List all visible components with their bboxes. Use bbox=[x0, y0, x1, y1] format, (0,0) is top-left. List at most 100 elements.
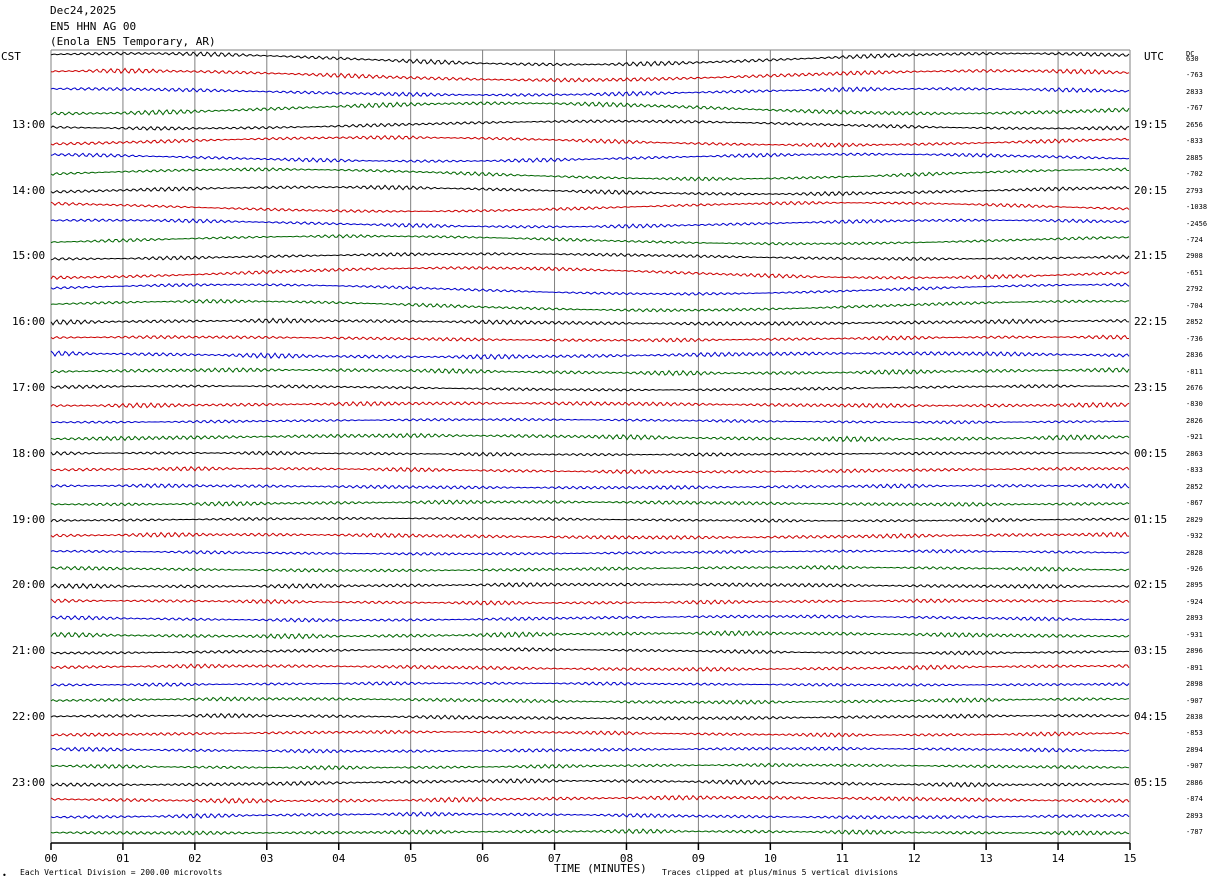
trace-10 bbox=[50, 200, 1130, 214]
dc-offset-label: 2893 bbox=[1186, 811, 1203, 820]
left-hour-label: 21:00 bbox=[12, 644, 46, 658]
trace-27 bbox=[50, 482, 1130, 490]
left-hour-label: 15:00 bbox=[12, 249, 46, 263]
dc-offset-label: -651 bbox=[1186, 268, 1203, 277]
trace-23 bbox=[50, 417, 1130, 425]
trace-12 bbox=[50, 233, 1130, 246]
dc-offset-label: -833 bbox=[1186, 466, 1203, 475]
x-tick-label-15: 15 bbox=[1123, 852, 1136, 865]
dc-offset-label: 2793 bbox=[1186, 186, 1203, 195]
trace-3 bbox=[50, 86, 1130, 98]
left-hour-label: 19:00 bbox=[12, 512, 46, 526]
trace-39 bbox=[50, 681, 1130, 687]
dc-offset-label: -736 bbox=[1186, 334, 1203, 343]
right-hour-label: 02:15 bbox=[1134, 578, 1168, 592]
dc-offset-label: 2792 bbox=[1186, 285, 1203, 294]
trace-42 bbox=[50, 729, 1130, 738]
dc-offset-label: -924 bbox=[1186, 597, 1203, 606]
x-tick-label-0: 00 bbox=[44, 852, 57, 865]
x-tick-label-12: 12 bbox=[908, 852, 921, 865]
date-title: Dec24,2025 bbox=[50, 4, 117, 17]
dc-offset-label: 2833 bbox=[1186, 87, 1203, 96]
trace-22 bbox=[50, 400, 1130, 409]
dc-offset-label: 2829 bbox=[1186, 515, 1203, 524]
dc-offset-label: 2838 bbox=[1186, 713, 1203, 721]
trace-40 bbox=[50, 696, 1130, 705]
dc-offset-label: -907 bbox=[1186, 762, 1203, 771]
scale-note: Each Vertical Division = 200.00 microvol… bbox=[20, 868, 223, 877]
dc-column-header: DC bbox=[1186, 50, 1195, 58]
trace-19 bbox=[50, 350, 1130, 361]
left-hour-label: 13:00 bbox=[12, 117, 46, 131]
trace-14 bbox=[50, 266, 1130, 281]
dc-offset-label: 2656 bbox=[1186, 120, 1203, 129]
right-hour-label: 01:15 bbox=[1134, 512, 1168, 526]
dc-offset-label: 2852 bbox=[1186, 482, 1203, 491]
dc-offset-label: -853 bbox=[1186, 729, 1203, 738]
dc-offset-label: 2895 bbox=[1186, 581, 1203, 590]
trace-44 bbox=[50, 762, 1130, 771]
trace-2 bbox=[50, 67, 1130, 83]
right-hour-label: 03:15 bbox=[1134, 644, 1168, 658]
right-hour-label: 00:15 bbox=[1134, 446, 1168, 460]
x-tick-label-7: 07 bbox=[548, 852, 561, 865]
trace-16 bbox=[50, 298, 1130, 313]
dc-offset-label: -932 bbox=[1186, 532, 1203, 541]
dc-offset-label: 2908 bbox=[1186, 252, 1203, 261]
trace-21 bbox=[50, 383, 1130, 392]
trace-45 bbox=[50, 777, 1130, 788]
left-hour-label: 22:00 bbox=[12, 710, 46, 723]
station-title: (Enola EN5 Temporary, AR) bbox=[50, 35, 216, 48]
trace-35 bbox=[50, 614, 1130, 623]
x-tick-label-4: 04 bbox=[332, 852, 346, 865]
x-tick-label-13: 13 bbox=[980, 852, 993, 865]
left-hour-label: 14:00 bbox=[12, 183, 46, 197]
dc-offset-label: -767 bbox=[1186, 104, 1203, 113]
dc-offset-label: 2828 bbox=[1186, 548, 1203, 557]
channel-title: EN5 HHN AG 00 bbox=[50, 20, 137, 33]
trace-7 bbox=[50, 152, 1130, 164]
left-hour-label: 17:00 bbox=[12, 381, 46, 394]
trace-25 bbox=[50, 450, 1130, 457]
dc-offset-label: -704 bbox=[1186, 301, 1203, 310]
left-hour-label: 16:00 bbox=[12, 315, 46, 329]
left-hour-label: 23:00 bbox=[12, 775, 46, 789]
dc-offset-label: 2826 bbox=[1186, 416, 1203, 425]
x-tick-label-8: 08 bbox=[620, 852, 633, 865]
dc-offset-label: -702 bbox=[1186, 170, 1203, 179]
trace-28 bbox=[50, 499, 1130, 507]
trace-33 bbox=[50, 581, 1130, 590]
dc-offset-label: 630 bbox=[1186, 55, 1199, 63]
right-hour-label: 23:15 bbox=[1134, 381, 1168, 394]
corner-mark: • bbox=[2, 871, 7, 880]
dc-offset-label: -1038 bbox=[1186, 203, 1208, 212]
x-axis: 00 01 02 03 04 05 06 07 08 09 10 11 12 13 14 15 bbox=[44, 842, 1137, 865]
trace-1 bbox=[50, 51, 1130, 67]
trace-9 bbox=[50, 184, 1130, 197]
trace-47 bbox=[50, 811, 1130, 820]
trace-4 bbox=[50, 101, 1130, 116]
trace-30 bbox=[50, 531, 1130, 541]
x-axis-title: TIME (MINUTES) bbox=[554, 862, 647, 875]
right-hour-label: 05:15 bbox=[1134, 775, 1168, 789]
dc-offset-label: 2676 bbox=[1186, 384, 1203, 392]
x-tick-label-11: 11 bbox=[836, 852, 849, 865]
dc-offset-label: 2896 bbox=[1186, 647, 1203, 656]
left-hour-label: 20:00 bbox=[12, 578, 46, 592]
trace-18 bbox=[50, 334, 1130, 343]
trace-34 bbox=[50, 598, 1130, 606]
clip-note: Traces clipped at plus/minus 5 vertical … bbox=[662, 868, 899, 877]
dc-offset-label: 2886 bbox=[1186, 778, 1203, 787]
dc-offset-label: -763 bbox=[1186, 71, 1203, 80]
trace-11 bbox=[50, 218, 1130, 229]
dc-offset-label: -931 bbox=[1186, 630, 1203, 639]
dc-offset-label: -891 bbox=[1186, 663, 1203, 672]
right-timezone-label: UTC bbox=[1144, 50, 1164, 63]
x-tick-label-3: 03 bbox=[260, 852, 273, 865]
x-tick-label-1: 01 bbox=[116, 852, 129, 865]
dc-offset-label: -874 bbox=[1186, 795, 1203, 804]
trace-29 bbox=[50, 516, 1130, 524]
trace-38 bbox=[50, 663, 1130, 672]
right-hour-label: 19:15 bbox=[1134, 117, 1168, 131]
